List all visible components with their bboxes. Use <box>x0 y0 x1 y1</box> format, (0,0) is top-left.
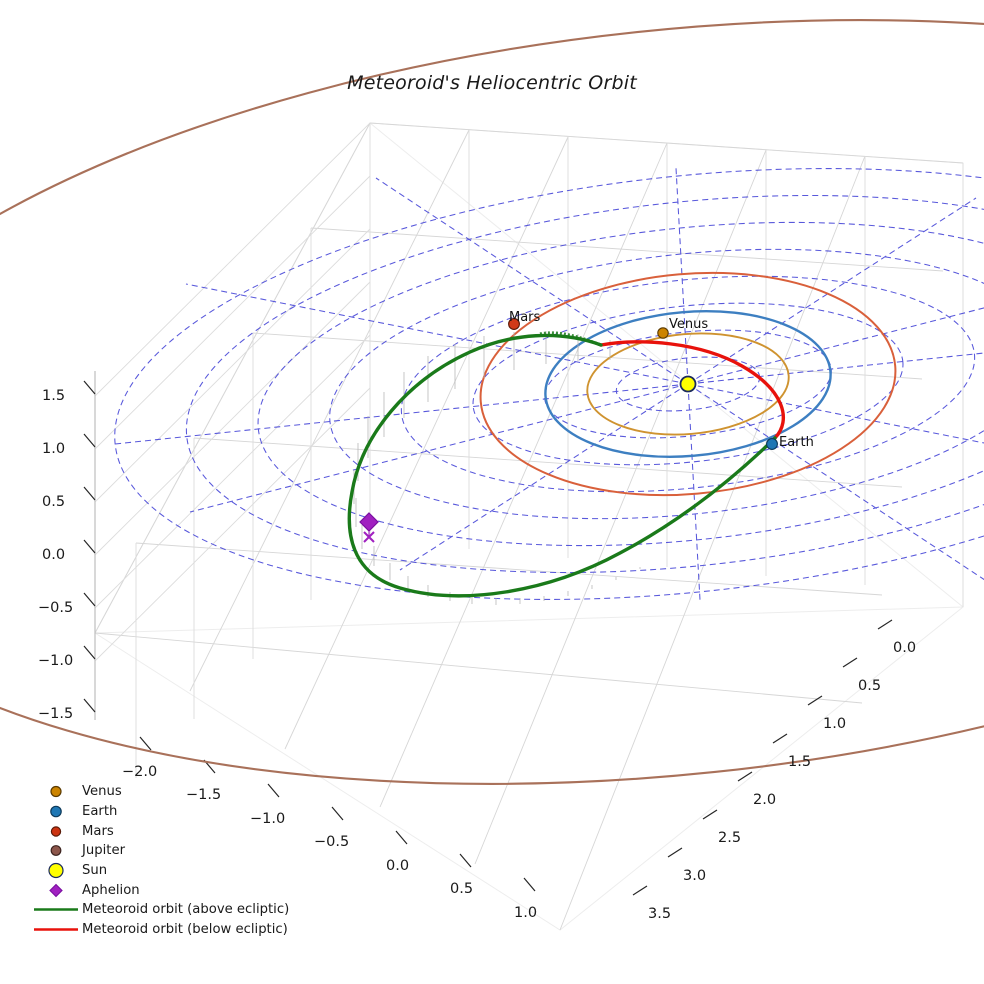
legend-item: Meteoroid orbit (below ecliptic) <box>30 920 289 940</box>
venus-marker <box>657 327 669 339</box>
y-tick-label: 0.0 <box>893 640 917 656</box>
legend-label: Sun <box>82 863 108 879</box>
z-tick-label: −0.5 <box>38 600 74 616</box>
x-tick-label: −1.0 <box>250 811 286 827</box>
venus-orbit-path <box>586 332 790 436</box>
legend-item: Meteoroid orbit (above ecliptic) <box>30 900 289 920</box>
wall-grid-vertical <box>135 123 964 778</box>
mars-marker <box>508 318 520 330</box>
legend-label: Meteoroid orbit (above ecliptic) <box>82 902 290 918</box>
legend-swatch-dot <box>50 845 62 857</box>
sun-marker <box>679 375 697 393</box>
z-tick-label: 1.5 <box>42 388 66 404</box>
meteoroid-node-segment <box>539 331 602 347</box>
legend-item: Mars <box>30 821 289 841</box>
x-tick-label: 1.0 <box>514 905 538 921</box>
chart-legend: Venus Earth Mars Jupiter Sun Aphelion Meteoroi… <box>30 782 289 940</box>
z-axis-ticks <box>83 380 96 713</box>
legend-swatch-line <box>34 928 78 931</box>
legend-label: Venus <box>82 784 122 800</box>
meteoroid-orbit-above <box>347 333 777 598</box>
legend-swatch-diamond <box>49 883 63 898</box>
annotation-earth: Earth <box>779 435 814 450</box>
legend-swatch-dot <box>50 826 62 837</box>
legend-swatch-dot <box>50 786 62 798</box>
legend-label: Mars <box>82 823 114 839</box>
y-axis-ticks <box>632 619 893 896</box>
polar-grid-spokes <box>114 167 984 601</box>
x-tick-label: 0.5 <box>450 881 474 897</box>
legend-label: Jupiter <box>82 843 125 859</box>
legend-swatch-dot <box>50 805 62 818</box>
z-tick-label: 0.5 <box>42 494 66 510</box>
legend-item: Venus <box>30 782 289 802</box>
legend-label: Earth <box>82 804 118 820</box>
x-tick-label: −0.5 <box>314 834 350 850</box>
y-tick-label: 1.0 <box>823 716 847 732</box>
y-tick-label: 0.5 <box>858 678 882 694</box>
z-tick-label: −1.0 <box>38 653 74 669</box>
z-tick-label: 0.0 <box>42 547 66 563</box>
y-tick-label: 2.0 <box>753 792 777 808</box>
annotation-venus: Venus <box>669 317 709 332</box>
legend-item: Sun <box>30 861 289 881</box>
meteoroid-orbit-below <box>599 340 785 440</box>
legend-label: Meteoroid orbit (below ecliptic) <box>82 922 288 938</box>
wall-grid-horizontal <box>94 122 371 662</box>
annotation-mars: Mars <box>509 310 541 325</box>
z-tick-label: −1.5 <box>38 706 74 722</box>
legend-item: Earth <box>30 802 289 822</box>
legend-label: Aphelion <box>82 882 140 898</box>
y-tick-label: 2.5 <box>718 830 742 846</box>
z-tick-label: 1.0 <box>42 441 66 457</box>
legend-item: Aphelion <box>30 880 289 900</box>
aphelion-marker <box>359 512 379 532</box>
y-tick-label: 3.5 <box>648 906 672 922</box>
legend-swatch-dot <box>48 862 64 879</box>
legend-swatch-line <box>34 908 78 912</box>
x-tick-label: −2.0 <box>122 764 158 780</box>
chart-title: Meteoroid's Heliocentric Orbit <box>347 72 637 94</box>
floor-grid-y <box>94 122 866 931</box>
earth-marker <box>766 438 778 450</box>
mars-orbit-path <box>479 271 897 497</box>
y-tick-label: 1.5 <box>788 754 812 770</box>
x-tick-label: 0.0 <box>386 858 410 874</box>
x-tick-label: −1.5 <box>186 787 222 803</box>
earth-orbit-path <box>544 309 832 459</box>
y-tick-label: 3.0 <box>683 868 707 884</box>
legend-item: Jupiter <box>30 841 289 861</box>
